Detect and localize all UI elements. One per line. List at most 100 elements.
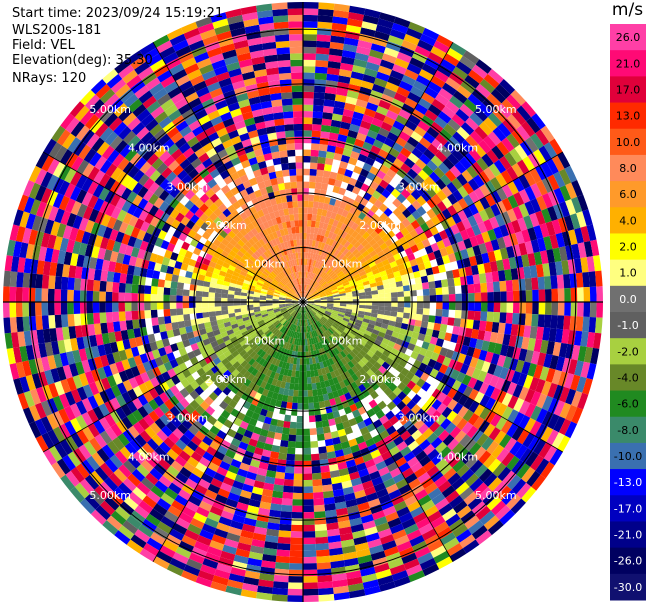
gate (234, 253, 242, 261)
gate (266, 294, 274, 298)
gate (410, 189, 422, 200)
gate (504, 152, 517, 167)
gate (257, 266, 265, 273)
gate (142, 232, 152, 243)
gate (321, 317, 327, 323)
gate (330, 371, 337, 379)
gate (548, 327, 557, 342)
gate (463, 438, 477, 452)
gate (89, 334, 98, 348)
gate (303, 531, 316, 538)
gate (19, 211, 30, 228)
gate (347, 253, 355, 261)
gate (342, 317, 350, 323)
gate (317, 228, 323, 236)
gate (253, 447, 264, 456)
gate (158, 323, 167, 333)
gate (210, 277, 218, 284)
gate (213, 65, 229, 76)
gate (398, 178, 410, 189)
gate (137, 446, 150, 460)
gate (366, 377, 376, 386)
gate (471, 368, 482, 380)
gate (306, 293, 311, 299)
gate (268, 312, 275, 318)
gate (332, 16, 348, 25)
gate (483, 330, 492, 342)
gate (294, 377, 300, 384)
gate (145, 118, 159, 132)
gate (203, 316, 211, 324)
gate (333, 331, 341, 338)
gate (124, 348, 134, 360)
gate (169, 197, 180, 209)
gate (421, 402, 432, 413)
gate (106, 216, 117, 229)
gate (202, 435, 213, 447)
gate (417, 494, 432, 507)
gate (158, 441, 171, 454)
gate (521, 101, 537, 118)
gate (354, 542, 370, 552)
gate (220, 409, 231, 420)
gate (149, 123, 163, 137)
gate (347, 465, 359, 475)
gate (226, 353, 235, 362)
gate (216, 319, 224, 325)
gate (13, 346, 23, 364)
gate (331, 113, 343, 122)
gate (271, 378, 278, 387)
gate (258, 372, 266, 381)
gate (188, 39, 205, 52)
gate (217, 212, 227, 222)
gate (332, 264, 339, 272)
gate (233, 330, 242, 337)
gate (543, 445, 558, 462)
gate (246, 348, 255, 356)
gate (158, 133, 171, 146)
gate (490, 500, 507, 516)
gate (420, 499, 435, 512)
gate (69, 486, 85, 503)
gate (238, 273, 246, 280)
gate (249, 545, 265, 554)
gate (185, 325, 193, 334)
gate (128, 215, 139, 227)
gate (288, 207, 294, 215)
gate (162, 470, 176, 483)
gate (240, 292, 248, 297)
gate (193, 512, 208, 524)
gate (248, 267, 256, 274)
gate (493, 302, 501, 313)
gate (319, 361, 325, 369)
gate (378, 12, 396, 23)
gate (464, 327, 473, 338)
gate (353, 58, 368, 68)
gate (366, 257, 374, 265)
gate (340, 255, 348, 263)
gate (489, 375, 500, 388)
gate (332, 390, 340, 399)
gate (219, 133, 231, 144)
gate (29, 273, 37, 288)
gate (49, 262, 58, 277)
gate (279, 517, 292, 525)
gate (115, 505, 131, 521)
gate (372, 329, 380, 336)
gate (462, 409, 474, 422)
gate (440, 418, 452, 430)
gate (371, 83, 386, 94)
gate (358, 339, 367, 347)
gate (330, 225, 337, 233)
gate (275, 366, 282, 374)
gate (291, 331, 296, 338)
gate (52, 193, 65, 209)
gate (281, 319, 287, 325)
gate (308, 259, 313, 266)
gate (239, 220, 248, 229)
gate (362, 432, 373, 442)
gate (180, 185, 191, 196)
gate (228, 195, 238, 205)
gate (422, 131, 436, 144)
gate (525, 302, 533, 315)
